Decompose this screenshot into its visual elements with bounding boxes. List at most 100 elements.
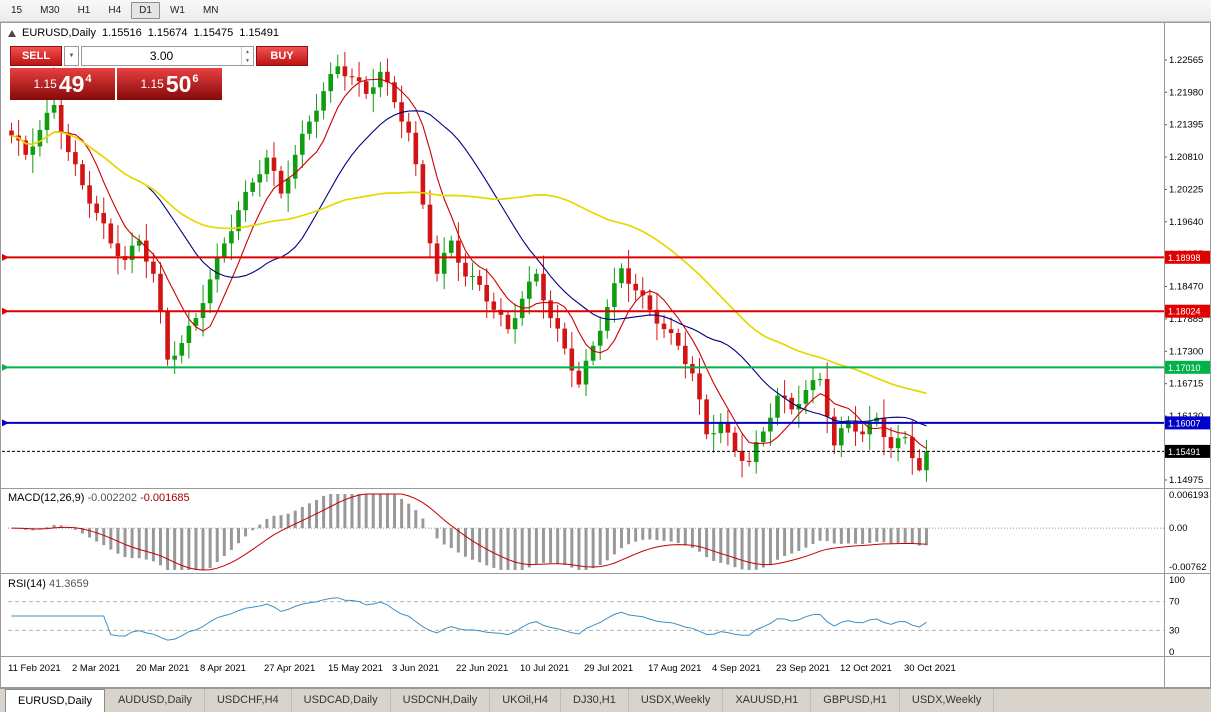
- chart-tab-ukoil-h4[interactable]: UKOil,H4: [490, 689, 562, 712]
- chart-tab-usdchf-h4[interactable]: USDCHF,H4: [205, 689, 292, 712]
- chart-tab-gbpusd-h1[interactable]: GBPUSD,H1: [811, 689, 900, 712]
- ma-line-fast: [11, 78, 927, 450]
- chart-tab-usdx-weekly[interactable]: USDX,Weekly: [629, 689, 724, 712]
- sell-price-display[interactable]: 1.15 49 4: [10, 68, 115, 100]
- level-drag-handle: [2, 307, 9, 315]
- date-axis: 11 Feb 2021 2 Mar 2021 20 Mar 2021 8 Apr 20…: [8, 663, 956, 674]
- rsi-header: RSI(14) 41.3659: [8, 578, 89, 590]
- svg-text:0: 0: [1169, 647, 1174, 658]
- spin-down-icon: ▼: [245, 57, 250, 64]
- sell-button[interactable]: SELL: [10, 46, 62, 66]
- chart-symbol-period: EURUSD,Daily: [22, 27, 96, 39]
- chart-tab-usdcnh-daily[interactable]: USDCNH,Daily: [391, 689, 491, 712]
- volume-decrease-button[interactable]: ▼: [242, 56, 253, 65]
- volume-input[interactable]: [82, 47, 241, 65]
- svg-text:1.18998: 1.18998: [1168, 253, 1201, 263]
- ohlc-low: 1.15475: [193, 27, 234, 39]
- level-drag-handle: [2, 253, 9, 261]
- timeframe-button-h4[interactable]: H4: [100, 2, 129, 19]
- chart-tab-audusd-daily[interactable]: AUDUSD,Daily: [106, 689, 205, 712]
- level-drag-handle: [2, 363, 9, 371]
- svg-text:10 Jul 2021: 10 Jul 2021: [520, 663, 569, 674]
- chart-tab-usdx-weekly[interactable]: USDX,Weekly: [900, 689, 995, 712]
- svg-text:4 Sep 2021: 4 Sep 2021: [712, 663, 761, 674]
- timeframe-button-d1[interactable]: D1: [131, 2, 160, 19]
- svg-text:30 Oct 2021: 30 Oct 2021: [904, 663, 956, 674]
- buy-price-prefix: 1.15: [140, 77, 164, 91]
- timeframe-button-h1[interactable]: H1: [70, 2, 99, 19]
- spin-up-icon: ▲: [245, 48, 250, 55]
- svg-text:1.17010: 1.17010: [1168, 363, 1201, 373]
- candles: [9, 51, 929, 482]
- svg-text:8 Apr 2021: 8 Apr 2021: [200, 663, 246, 674]
- chart-tab-eurusd-daily[interactable]: EURUSD,Daily: [5, 689, 105, 712]
- buy-price-main: 50: [165, 70, 192, 97]
- timeframe-button-w1[interactable]: W1: [162, 2, 193, 19]
- svg-text:1.15491: 1.15491: [1168, 447, 1201, 457]
- svg-text:1.22565: 1.22565: [1169, 55, 1203, 66]
- svg-text:1.21395: 1.21395: [1169, 120, 1203, 131]
- timeframe-toolbar: 15 M30 H1 H4 D1 W1 MN: [0, 0, 1211, 22]
- svg-text:11 Feb 2021: 11 Feb 2021: [8, 663, 61, 674]
- svg-text:22 Jun 2021: 22 Jun 2021: [456, 663, 508, 674]
- volume-increase-button[interactable]: ▲: [242, 47, 253, 56]
- moving-averages: [11, 78, 927, 450]
- svg-text:30: 30: [1169, 625, 1180, 636]
- macd-signal-line: [11, 493, 927, 571]
- ma-line-medium: [11, 110, 927, 427]
- svg-text:1.16007: 1.16007: [1168, 418, 1201, 428]
- rsi-line: [11, 597, 927, 641]
- svg-text:23 Sep 2021: 23 Sep 2021: [776, 663, 830, 674]
- svg-text:1.21980: 1.21980: [1169, 87, 1203, 98]
- timeframe-button-mn[interactable]: MN: [195, 2, 227, 19]
- svg-text:1.20810: 1.20810: [1169, 152, 1203, 163]
- chart-window[interactable]: 1.22565 1.21980 1.21395 1.20810 1.20225 1.196…: [0, 22, 1211, 688]
- dropdown-icon: ▼: [68, 53, 75, 59]
- sell-price-main: 49: [58, 70, 85, 97]
- ma-line-slow: [11, 131, 927, 395]
- svg-text:17 Aug 2021: 17 Aug 2021: [648, 663, 701, 674]
- buy-price-pip: 6: [192, 73, 199, 85]
- rsi-panel: RSI(14) 41.3659 100 70 30 0: [8, 575, 1185, 658]
- timeframe-button-15[interactable]: 15: [3, 2, 30, 19]
- macd-panel: MACD(12,26,9) -0.002202 -0.001685 0.00619…: [8, 490, 1209, 573]
- chart-tab-dj30-h1[interactable]: DJ30,H1: [561, 689, 629, 712]
- svg-text:70: 70: [1169, 597, 1180, 608]
- svg-text:29 Jul 2021: 29 Jul 2021: [584, 663, 633, 674]
- svg-text:20 Mar 2021: 20 Mar 2021: [136, 663, 189, 674]
- ohlc-high: 1.15674: [147, 27, 188, 39]
- level-drag-handle: [2, 419, 9, 427]
- svg-text:100: 100: [1169, 575, 1185, 586]
- svg-text:1.18470: 1.18470: [1169, 282, 1203, 293]
- buy-price-display[interactable]: 1.15 50 6: [117, 68, 222, 100]
- sell-price-pip: 4: [85, 73, 92, 85]
- macd-header: MACD(12,26,9) -0.002202 -0.001685: [8, 492, 190, 504]
- svg-text:1.19640: 1.19640: [1169, 217, 1203, 228]
- chart-plot[interactable]: 1.22565 1.21980 1.21395 1.20810 1.20225 1.196…: [0, 22, 1211, 688]
- svg-text:1.20225: 1.20225: [1169, 184, 1203, 195]
- svg-text:27 Apr 2021: 27 Apr 2021: [264, 663, 315, 674]
- svg-text:1.17300: 1.17300: [1169, 346, 1203, 357]
- svg-text:1.14975: 1.14975: [1169, 475, 1203, 486]
- svg-text:12 Oct 2021: 12 Oct 2021: [840, 663, 892, 674]
- chart-tab-usdcad-daily[interactable]: USDCAD,Daily: [292, 689, 391, 712]
- level-lines[interactable]: 1.18998 1.18024 1.17010 1.16007 1.15491: [2, 250, 1210, 458]
- chart-tab-xauusd-h1[interactable]: XAUUSD,H1: [723, 689, 812, 712]
- ohlc-close: 1.15491: [239, 27, 280, 39]
- timeframe-button-m30[interactable]: M30: [32, 2, 67, 19]
- volume-field-wrap: ▲ ▼: [81, 46, 254, 66]
- svg-text:0.006193: 0.006193: [1169, 490, 1209, 501]
- svg-text:1.18024: 1.18024: [1168, 307, 1201, 317]
- volume-dropdown-button[interactable]: ▼: [64, 46, 79, 66]
- chart-ohlc-header: EURUSD,Daily 1.15516 1.15674 1.15475 1.1…: [8, 27, 279, 39]
- ohlc-open: 1.15516: [101, 27, 142, 39]
- svg-text:1.16715: 1.16715: [1169, 379, 1203, 390]
- chart-tab-bar: EURUSD,Daily AUDUSD,Daily USDCHF,H4 USDCAD,…: [0, 688, 1211, 712]
- svg-text:1.17885: 1.17885: [1169, 314, 1203, 325]
- buy-button[interactable]: BUY: [256, 46, 308, 66]
- svg-text:3 Jun 2021: 3 Jun 2021: [392, 663, 439, 674]
- volume-spinner: ▲ ▼: [241, 47, 253, 65]
- svg-text:2 Mar 2021: 2 Mar 2021: [72, 663, 120, 674]
